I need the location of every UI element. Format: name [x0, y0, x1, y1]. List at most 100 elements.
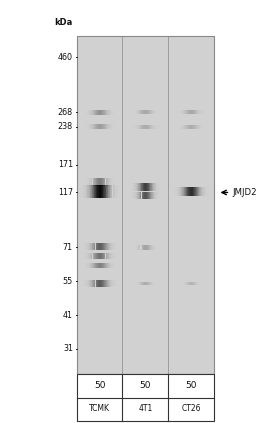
Bar [85, 280, 86, 287]
Bar [192, 282, 193, 285]
Bar [93, 280, 94, 287]
Bar [94, 178, 95, 186]
Bar [112, 178, 113, 186]
Bar [94, 263, 95, 269]
Bar [182, 282, 183, 285]
Bar [141, 125, 142, 129]
Bar [154, 110, 155, 114]
Bar [156, 192, 157, 199]
Bar [105, 110, 106, 115]
Bar [202, 125, 203, 129]
Bar [190, 110, 191, 114]
Bar [185, 282, 186, 285]
Bar [185, 187, 186, 196]
Bar [92, 253, 93, 259]
Bar [81, 178, 82, 186]
Bar [188, 282, 189, 285]
Bar [152, 192, 153, 199]
Bar [182, 125, 183, 129]
Bar [96, 263, 97, 269]
Bar [209, 187, 210, 196]
Bar [90, 253, 91, 259]
Bar [160, 245, 161, 250]
Bar [154, 192, 155, 199]
Bar [89, 243, 90, 250]
Bar [116, 243, 117, 250]
Bar [189, 187, 190, 196]
Bar [113, 110, 114, 115]
Bar [148, 245, 149, 250]
Bar [93, 178, 94, 186]
Bar [94, 110, 95, 115]
Bar [201, 282, 202, 285]
Bar [129, 183, 130, 191]
Bar [150, 110, 151, 114]
Bar [108, 280, 109, 287]
Bar [110, 124, 111, 129]
Bar [112, 280, 113, 287]
Bar [101, 280, 102, 287]
Bar [93, 185, 94, 198]
Bar [107, 280, 108, 287]
Bar [155, 125, 156, 129]
Text: 55: 55 [63, 277, 73, 286]
Bar [140, 245, 141, 250]
Bar [83, 243, 84, 250]
Bar [143, 192, 144, 199]
Text: 50: 50 [94, 381, 105, 390]
Bar [160, 125, 161, 129]
Bar [135, 110, 136, 114]
Bar [94, 280, 95, 287]
Bar [147, 183, 148, 191]
Bar [133, 125, 134, 129]
Bar [153, 192, 154, 199]
Bar [104, 185, 105, 198]
Bar [142, 110, 143, 114]
Bar [145, 192, 146, 199]
Bar [89, 178, 90, 186]
Bar [100, 178, 101, 186]
Bar [131, 125, 132, 129]
Bar [96, 110, 97, 115]
Bar [90, 178, 91, 186]
Bar [77, 36, 122, 374]
Bar [199, 187, 200, 196]
Bar [86, 263, 87, 269]
Bar [108, 263, 109, 269]
Bar [156, 110, 157, 114]
Bar [77, 36, 214, 374]
Bar [79, 185, 80, 198]
Bar [92, 110, 93, 115]
Bar [102, 110, 103, 115]
Bar [150, 245, 151, 250]
Bar [183, 282, 184, 285]
Bar [114, 263, 115, 269]
Bar [115, 280, 116, 287]
Bar [99, 110, 100, 115]
Bar [114, 110, 115, 115]
Bar [183, 110, 184, 114]
Bar [132, 245, 133, 250]
Bar [128, 183, 129, 191]
Bar [98, 280, 99, 287]
Bar [101, 185, 102, 198]
Bar [94, 243, 95, 250]
Bar [198, 110, 199, 114]
Bar [110, 253, 111, 259]
Bar [97, 185, 98, 198]
Bar [130, 192, 131, 199]
Bar [112, 253, 113, 259]
Bar [205, 125, 206, 129]
Bar [201, 187, 202, 196]
Bar [94, 253, 95, 259]
Text: 50: 50 [185, 381, 197, 390]
Text: 41: 41 [63, 310, 73, 320]
Bar [105, 185, 106, 198]
Bar [95, 110, 96, 115]
Bar [107, 243, 108, 250]
Bar [176, 125, 177, 129]
Bar [88, 280, 89, 287]
Bar [95, 280, 96, 287]
Bar [160, 192, 161, 199]
Bar [88, 110, 89, 115]
